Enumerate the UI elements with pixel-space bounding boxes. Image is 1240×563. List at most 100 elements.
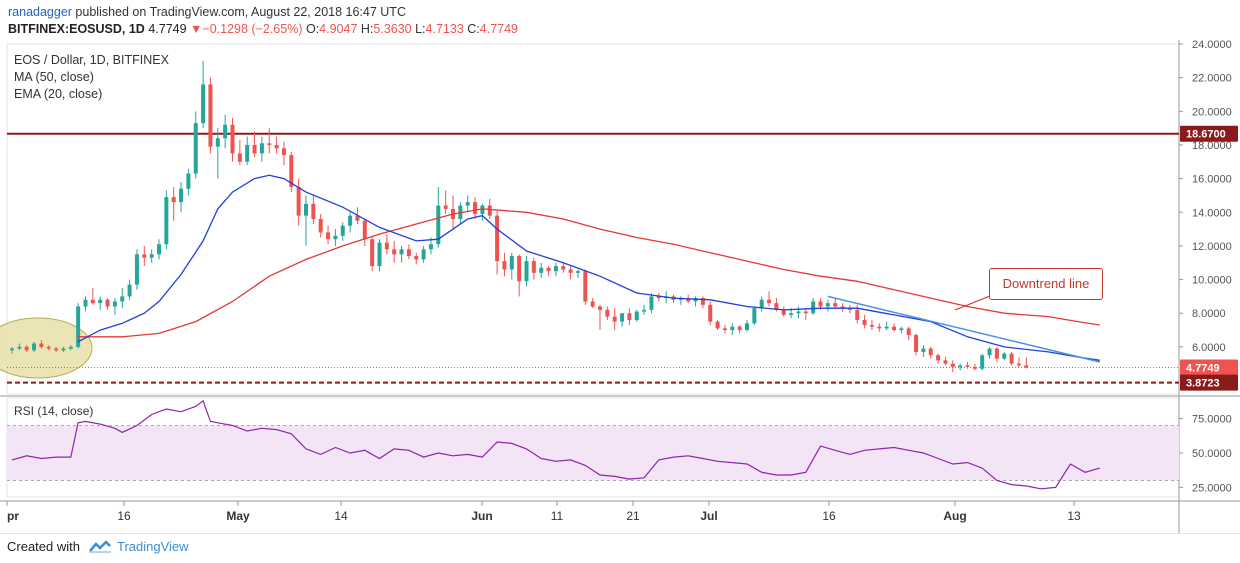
downtrend-annotation[interactable]: Downtrend line — [989, 268, 1103, 300]
candle-body — [414, 256, 419, 260]
candle-body — [281, 148, 286, 156]
highlight-ellipse — [0, 317, 93, 379]
candle-body — [112, 301, 117, 307]
candle-body — [531, 261, 536, 273]
candle-body — [884, 326, 889, 329]
price-tick-label: 16.0000 — [1192, 174, 1232, 186]
candle-body — [304, 203, 308, 216]
candle-body — [495, 215, 500, 262]
candle-body — [157, 244, 161, 255]
candle-body — [1016, 363, 1021, 366]
candle-body — [443, 205, 448, 209]
candle-body — [936, 355, 941, 361]
candle-body — [436, 205, 441, 245]
price-chart[interactable]: 24.0000 22.0000 20.0000 18.0000 16.0000 14.00… — [0, 0, 1240, 533]
candle-body — [61, 348, 66, 351]
candle-body — [318, 219, 323, 233]
candle-body — [333, 235, 338, 240]
open-label: O: — [305, 22, 320, 36]
price-tick-label: 8.0000 — [1192, 308, 1226, 320]
candle-body — [811, 301, 816, 314]
candle-body — [561, 266, 566, 270]
price-level-label: 18.6700 — [1186, 129, 1226, 141]
candle-body — [539, 267, 544, 273]
candle-body — [583, 271, 588, 302]
candle-body — [267, 143, 272, 145]
candle-body — [46, 346, 51, 349]
candle-body — [348, 215, 353, 226]
candle-body — [869, 325, 874, 327]
author-link[interactable]: ranadagger — [8, 5, 72, 19]
candle-body — [68, 346, 73, 349]
candle-body — [24, 346, 29, 351]
candle-body — [517, 256, 522, 282]
candle-body — [553, 266, 558, 272]
candle-body — [767, 299, 772, 304]
ma50-line — [78, 208, 1100, 338]
time-tick-label: May — [226, 509, 250, 523]
candle-body — [620, 313, 625, 322]
candle-body — [237, 153, 242, 162]
rsi-legend[interactable]: RSI (14, close) — [14, 404, 94, 418]
high-label: H: — [360, 22, 374, 36]
candle-body — [179, 188, 184, 203]
candle-body — [487, 205, 492, 216]
candle-body — [686, 298, 691, 302]
candle-body — [502, 261, 507, 270]
candle-body — [575, 271, 580, 273]
candle-body — [384, 242, 389, 250]
candle-body — [370, 239, 375, 267]
footer: Created with TradingView — [0, 533, 1240, 563]
candle-body — [164, 197, 169, 245]
time-tick-label: Aug — [943, 509, 966, 523]
price-level-badge — [1180, 125, 1238, 142]
candle-body — [700, 298, 705, 305]
candle-body — [928, 348, 933, 356]
ema-legend[interactable]: EMA (20, close) — [14, 87, 103, 101]
candle-body — [149, 254, 154, 258]
candle-body — [326, 232, 331, 240]
candle-body — [899, 328, 904, 331]
candle-body — [980, 355, 985, 369]
candle-body — [421, 249, 426, 260]
candle-body — [972, 367, 977, 369]
price-tick-label: 20.0000 — [1192, 106, 1232, 118]
candle-body — [480, 205, 485, 214]
price-pane — [6, 43, 1180, 395]
candle-body — [965, 365, 970, 368]
candle-body — [428, 244, 433, 250]
candle-body — [215, 138, 220, 147]
candle-body — [127, 284, 132, 297]
candle-body — [914, 335, 919, 352]
candle-body — [83, 299, 88, 307]
candle-body — [737, 326, 742, 331]
tradingview-link[interactable]: TradingView — [117, 539, 189, 554]
candle-body — [781, 309, 786, 315]
chart-legend: EOS / Dollar, 1D, BITFINEX MA (50, close… — [14, 52, 169, 103]
price-change: −0.1298 (−2.65%) — [202, 22, 303, 36]
rsi-line — [11, 399, 1100, 490]
candle-body — [289, 155, 294, 188]
candle-body — [245, 144, 250, 162]
candle-body — [546, 267, 551, 272]
candle-body — [105, 299, 110, 307]
candle-body — [568, 269, 573, 273]
candle-body — [208, 84, 213, 147]
rsi-tick-label: 50.0000 — [1192, 448, 1232, 460]
price-level-label: 3.8723 — [1186, 378, 1220, 390]
candle-body — [598, 306, 602, 310]
price-tick-label: 12.0000 — [1192, 241, 1232, 253]
candle-body — [186, 173, 191, 189]
close-value: 4.7749 — [479, 22, 518, 36]
candle-body — [274, 144, 279, 149]
candle-body — [649, 296, 654, 310]
candle-body — [90, 299, 95, 304]
candle-body — [825, 303, 830, 307]
publish-info: ranadagger published on TradingView.com,… — [8, 5, 406, 19]
candle-body — [796, 311, 801, 314]
candle-body — [943, 360, 948, 364]
ma-legend[interactable]: MA (50, close) — [14, 70, 94, 84]
price-level-label: 4.7749 — [1186, 362, 1220, 374]
candle-body — [120, 296, 125, 302]
candle-body — [722, 328, 727, 331]
